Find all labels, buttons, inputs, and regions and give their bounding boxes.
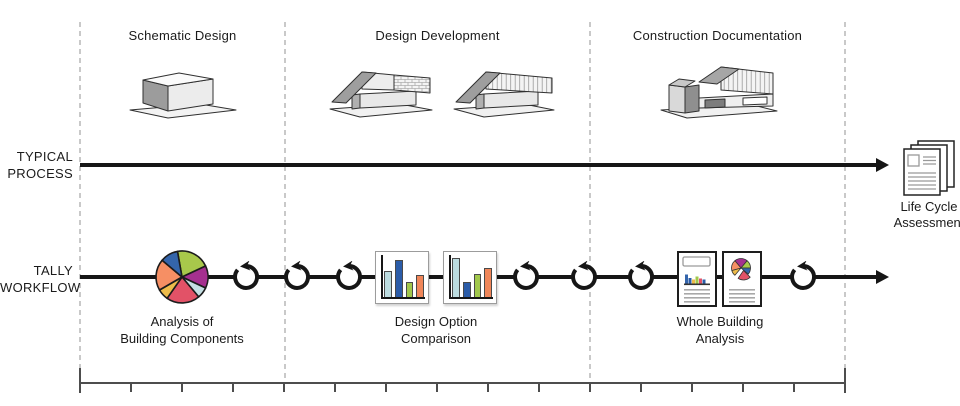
timeline-tick: [538, 382, 540, 392]
timeline-tick: [334, 382, 336, 392]
iteration-loop-icon: [281, 260, 313, 293]
typical-process-arrow-line: [80, 163, 876, 167]
timeline-end-tick: [79, 368, 81, 393]
iteration-loop-icon: [787, 260, 819, 293]
timeline-tick: [640, 382, 642, 392]
pie-slice-blue: [161, 250, 183, 278]
bar-chart-plot: [449, 255, 493, 299]
timeline-tick: [130, 382, 132, 392]
caption-design-option-comparison: Design Option Comparison: [336, 313, 536, 347]
mini-pie-slice: [731, 260, 742, 271]
mini-pie-slice: [737, 270, 751, 281]
caption-line: Analysis: [695, 331, 745, 346]
phase-divider-3: [589, 22, 591, 383]
timeline-tick: [436, 382, 438, 392]
report-pie-chart-icon: [722, 251, 762, 307]
mini-pie-slice: [740, 267, 751, 275]
building-schematic-icon: [129, 72, 237, 119]
bar: [452, 258, 460, 297]
mini-bar: [699, 278, 702, 284]
life-cycle-assessment-label: Life Cycle Assessment: [877, 199, 960, 231]
bar: [462, 282, 471, 297]
building-construction-documentation-icon: [660, 66, 778, 119]
bar: [394, 260, 403, 297]
timeline-tick: [589, 382, 591, 392]
report-bar-chart-content: [682, 256, 711, 303]
caption-whole-building-analysis: Whole Building Analysis: [620, 313, 820, 347]
pie-chart-icon: [155, 250, 209, 304]
typical-process-label: TYPICAL PROCESS: [0, 148, 73, 182]
timeline-tick: [181, 382, 183, 392]
lca-label-line2: Assessment: [893, 215, 960, 230]
bar-chart-icon-option-1: [375, 251, 429, 304]
iteration-loop-icon: [333, 260, 365, 293]
typical-process-label-line2: PROCESS: [7, 166, 73, 181]
mini-bar: [702, 279, 706, 284]
caption-line: Building Components: [120, 331, 244, 346]
iteration-loop-icon: [568, 260, 600, 293]
caption-analysis-of-building-components: Analysis of Building Components: [82, 313, 282, 347]
tally-workflow-arrowhead-icon: [876, 270, 889, 284]
timeline-tick: [283, 382, 285, 392]
bar: [384, 270, 392, 297]
timeline-tick: [385, 382, 387, 392]
phase-divider-1: [79, 22, 81, 383]
phase-divider-2: [284, 22, 286, 383]
lca-label-line1: Life Cycle: [900, 199, 958, 214]
caption-line: Comparison: [400, 331, 472, 346]
mini-bar: [688, 278, 692, 284]
phase-label-design-development: Design Development: [375, 28, 500, 43]
bar-chart-icon-option-2: [443, 251, 497, 304]
mini-bar: [692, 279, 695, 284]
life-cycle-assessment-documents-icon: [903, 140, 955, 196]
bar: [484, 267, 492, 297]
timeline-tick: [487, 382, 489, 392]
report-bar-chart-icon: [677, 251, 717, 307]
phase-label-schematic-design: Schematic Design: [128, 28, 237, 43]
building-design-development-2-icon: [453, 71, 555, 118]
bar-chart-plot: [381, 255, 425, 299]
typical-process-arrowhead-icon: [876, 158, 889, 172]
tally-workflow-label: TALLY WORKFLOW: [0, 262, 81, 296]
bar: [473, 273, 482, 297]
report-pie-chart-content: [729, 258, 755, 303]
caption-line: Whole Building: [676, 314, 764, 329]
timeline-tick: [793, 382, 795, 392]
iteration-loop-icon: [625, 260, 657, 293]
phase-label-construction-documentation: Construction Documentation: [632, 28, 803, 43]
building-design-development-1-icon: [329, 71, 433, 118]
timeline-end-tick: [844, 368, 846, 393]
bar: [405, 282, 414, 297]
typical-process-label-line1: TYPICAL: [16, 149, 73, 164]
iteration-loop-icon: [230, 260, 262, 293]
timeline: [80, 382, 846, 384]
mini-bar: [695, 276, 699, 284]
tally-workflow-label-line1: TALLY: [33, 263, 73, 278]
caption-line: Analysis of: [150, 314, 214, 329]
phase-divider-4: [844, 22, 846, 383]
bar: [416, 275, 424, 297]
iteration-loop-icon: [510, 260, 542, 293]
mini-bar: [685, 274, 688, 284]
tally-workflow-label-line2: WORKFLOW: [0, 280, 81, 295]
caption-line: Design Option: [394, 314, 478, 329]
timeline-tick: [742, 382, 744, 392]
timeline-tick: [691, 382, 693, 392]
timeline-tick: [232, 382, 234, 392]
